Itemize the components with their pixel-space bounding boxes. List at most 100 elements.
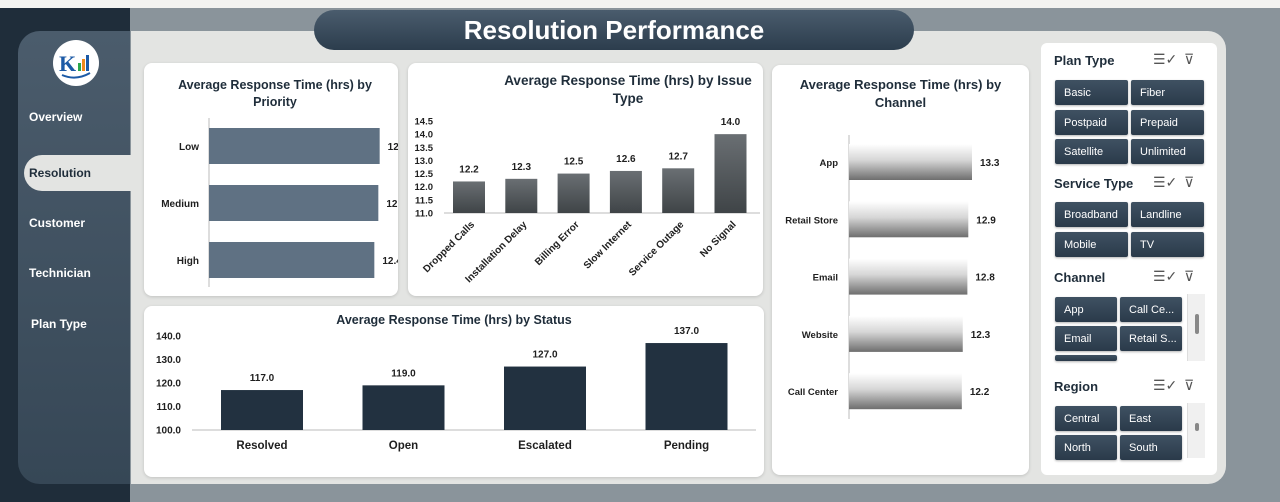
slicer-option-mobile[interactable]: Mobile [1055,232,1128,257]
data-label: 12.8 [388,142,398,153]
slicer-scrollbar[interactable] [1187,294,1205,361]
chart-status: 140.0 130.0 120.0 110.0 100.0 117.0 Resolved 11… [156,326,756,452]
bar [849,201,969,238]
slicer-option-postpaid[interactable]: Postpaid [1055,110,1128,135]
slicer-title-plan-type: Plan Type [1054,53,1115,68]
slicer-option-broadband[interactable]: Broadband [1055,202,1128,227]
nav-customer[interactable]: Customer [29,216,86,230]
page-title: Resolution Performance [314,10,914,50]
slicer-option-unlimited[interactable]: Unlimited [1131,139,1204,164]
chart-title: Average Response Time (hrs) by Issue Typ… [504,73,752,107]
bar [209,242,375,278]
y-tick-label: 120.0 [156,379,181,390]
nav-technician[interactable]: Technician [29,266,91,280]
bar [557,173,590,213]
slicer-option-tv[interactable]: TV [1131,232,1204,257]
slicer-option-basic[interactable]: Basic [1055,80,1128,105]
clear-filter-icon[interactable]: ⊽ [1184,174,1195,190]
scrollbar-thumb[interactable] [1195,423,1199,431]
slicer-option-retail-store[interactable]: Retail S... [1120,326,1182,351]
category-label: Call Center [788,387,838,398]
category-label: Resolved [236,440,287,452]
bar [849,315,963,352]
y-tick-label: 14.0 [415,130,434,141]
slicer-option-partial[interactable] [1055,355,1117,361]
data-label: 117.0 [250,373,275,384]
multi-select-icon[interactable]: ☰✓ [1153,377,1178,393]
clear-filter-icon[interactable]: ⊽ [1184,377,1195,393]
chart-card-channel: Average Response Time (hrs) by Channel A… [772,65,1029,475]
nav-resolution[interactable]: Resolution [24,155,132,191]
y-tick-label: 110.0 [157,402,182,413]
bar [453,181,485,213]
y-tick-label: 12.0 [415,182,434,193]
data-label: 12.2 [459,164,479,175]
y-tick-label: 13.5 [415,143,434,154]
y-tick-label: 130.0 [156,355,181,366]
category-label: High [177,256,199,267]
y-tick-label: 100.0 [156,426,181,437]
slicer-option-central[interactable]: Central [1055,406,1117,431]
sidebar [18,31,130,484]
slicer-option-app[interactable]: App [1055,297,1117,322]
bar [849,144,972,180]
data-label: 12.7 [668,151,688,162]
nav-overview[interactable]: Overview [29,110,83,124]
chart-title: Average Response Time (hrs) by Priority [178,78,372,109]
chart-card-issue-type: Average Response Time (hrs) by Issue Typ… [408,63,763,296]
slicer-option-email[interactable]: Email [1055,326,1117,351]
clear-filter-icon[interactable]: ⊽ [1184,51,1195,67]
slicer-option-prepaid[interactable]: Prepaid [1131,110,1204,135]
clear-filter-icon[interactable]: ⊽ [1184,268,1195,284]
chart-card-priority: Average Response Time (hrs) by Priority … [144,63,398,296]
bar [209,185,379,221]
y-tick-label: 14.5 [415,117,434,128]
slicer-option-call-center[interactable]: Call Ce... [1120,297,1182,322]
category-label: Dropped Calls [421,219,477,275]
slicer-title-channel: Channel [1054,270,1106,285]
data-label: 12.3 [971,330,991,341]
bar [209,128,380,164]
category-label: Service Outage [627,219,687,279]
data-label: 127.0 [532,350,557,361]
category-label: Slow Internet [582,219,635,272]
chart-channel: App 13.3 Retail Store 12.9 Email 12.8 Website 1… [785,135,1000,419]
bar [645,343,728,430]
bar [362,385,445,430]
data-label: 12.5 [564,157,584,168]
bar [714,134,747,213]
slicer-scrollbar[interactable] [1187,403,1205,458]
bar [849,258,968,295]
slicer-option-south[interactable]: South [1120,435,1182,460]
slicer-option-fiber[interactable]: Fiber [1131,80,1204,105]
bar [504,366,586,430]
chart-title: Average Response Time (hrs) by Status [336,313,572,327]
bar [221,390,303,430]
y-tick-label: 11.5 [415,195,434,206]
category-label: Open [389,440,418,452]
bar [609,170,642,213]
category-label: Escalated [518,440,572,452]
multi-select-icon[interactable]: ☰✓ [1153,51,1178,67]
slicer-option-east[interactable]: East [1120,406,1182,431]
logo-icon: K [53,40,99,86]
data-label: 14.0 [721,117,741,128]
category-label: Email [813,273,838,284]
slicer-title-service-type: Service Type [1054,176,1134,191]
data-label: 12.3 [512,162,532,173]
data-label: 12.7 [386,199,398,210]
scrollbar-thumb[interactable] [1195,314,1199,334]
multi-select-icon[interactable]: ☰✓ [1153,174,1178,190]
slicer-option-landline[interactable]: Landline [1131,202,1204,227]
y-tick-label: 12.5 [415,169,434,180]
slicer-option-north[interactable]: North [1055,435,1117,460]
data-label: 13.3 [980,158,1000,169]
y-tick-label: 13.0 [415,156,434,167]
chart-card-status: Average Response Time (hrs) by Status 14… [144,306,764,477]
slicer-title-region: Region [1054,379,1099,394]
chart-issue-type: 14.5 14.0 13.5 13.0 12.5 12.0 11.5 11.0 12.2 Drop… [415,117,760,285]
nav-plan-type[interactable]: Plan Type [31,317,87,331]
slicer-option-satellite[interactable]: Satellite [1055,139,1128,164]
category-label: Website [802,330,838,341]
multi-select-icon[interactable]: ☰✓ [1153,268,1178,284]
